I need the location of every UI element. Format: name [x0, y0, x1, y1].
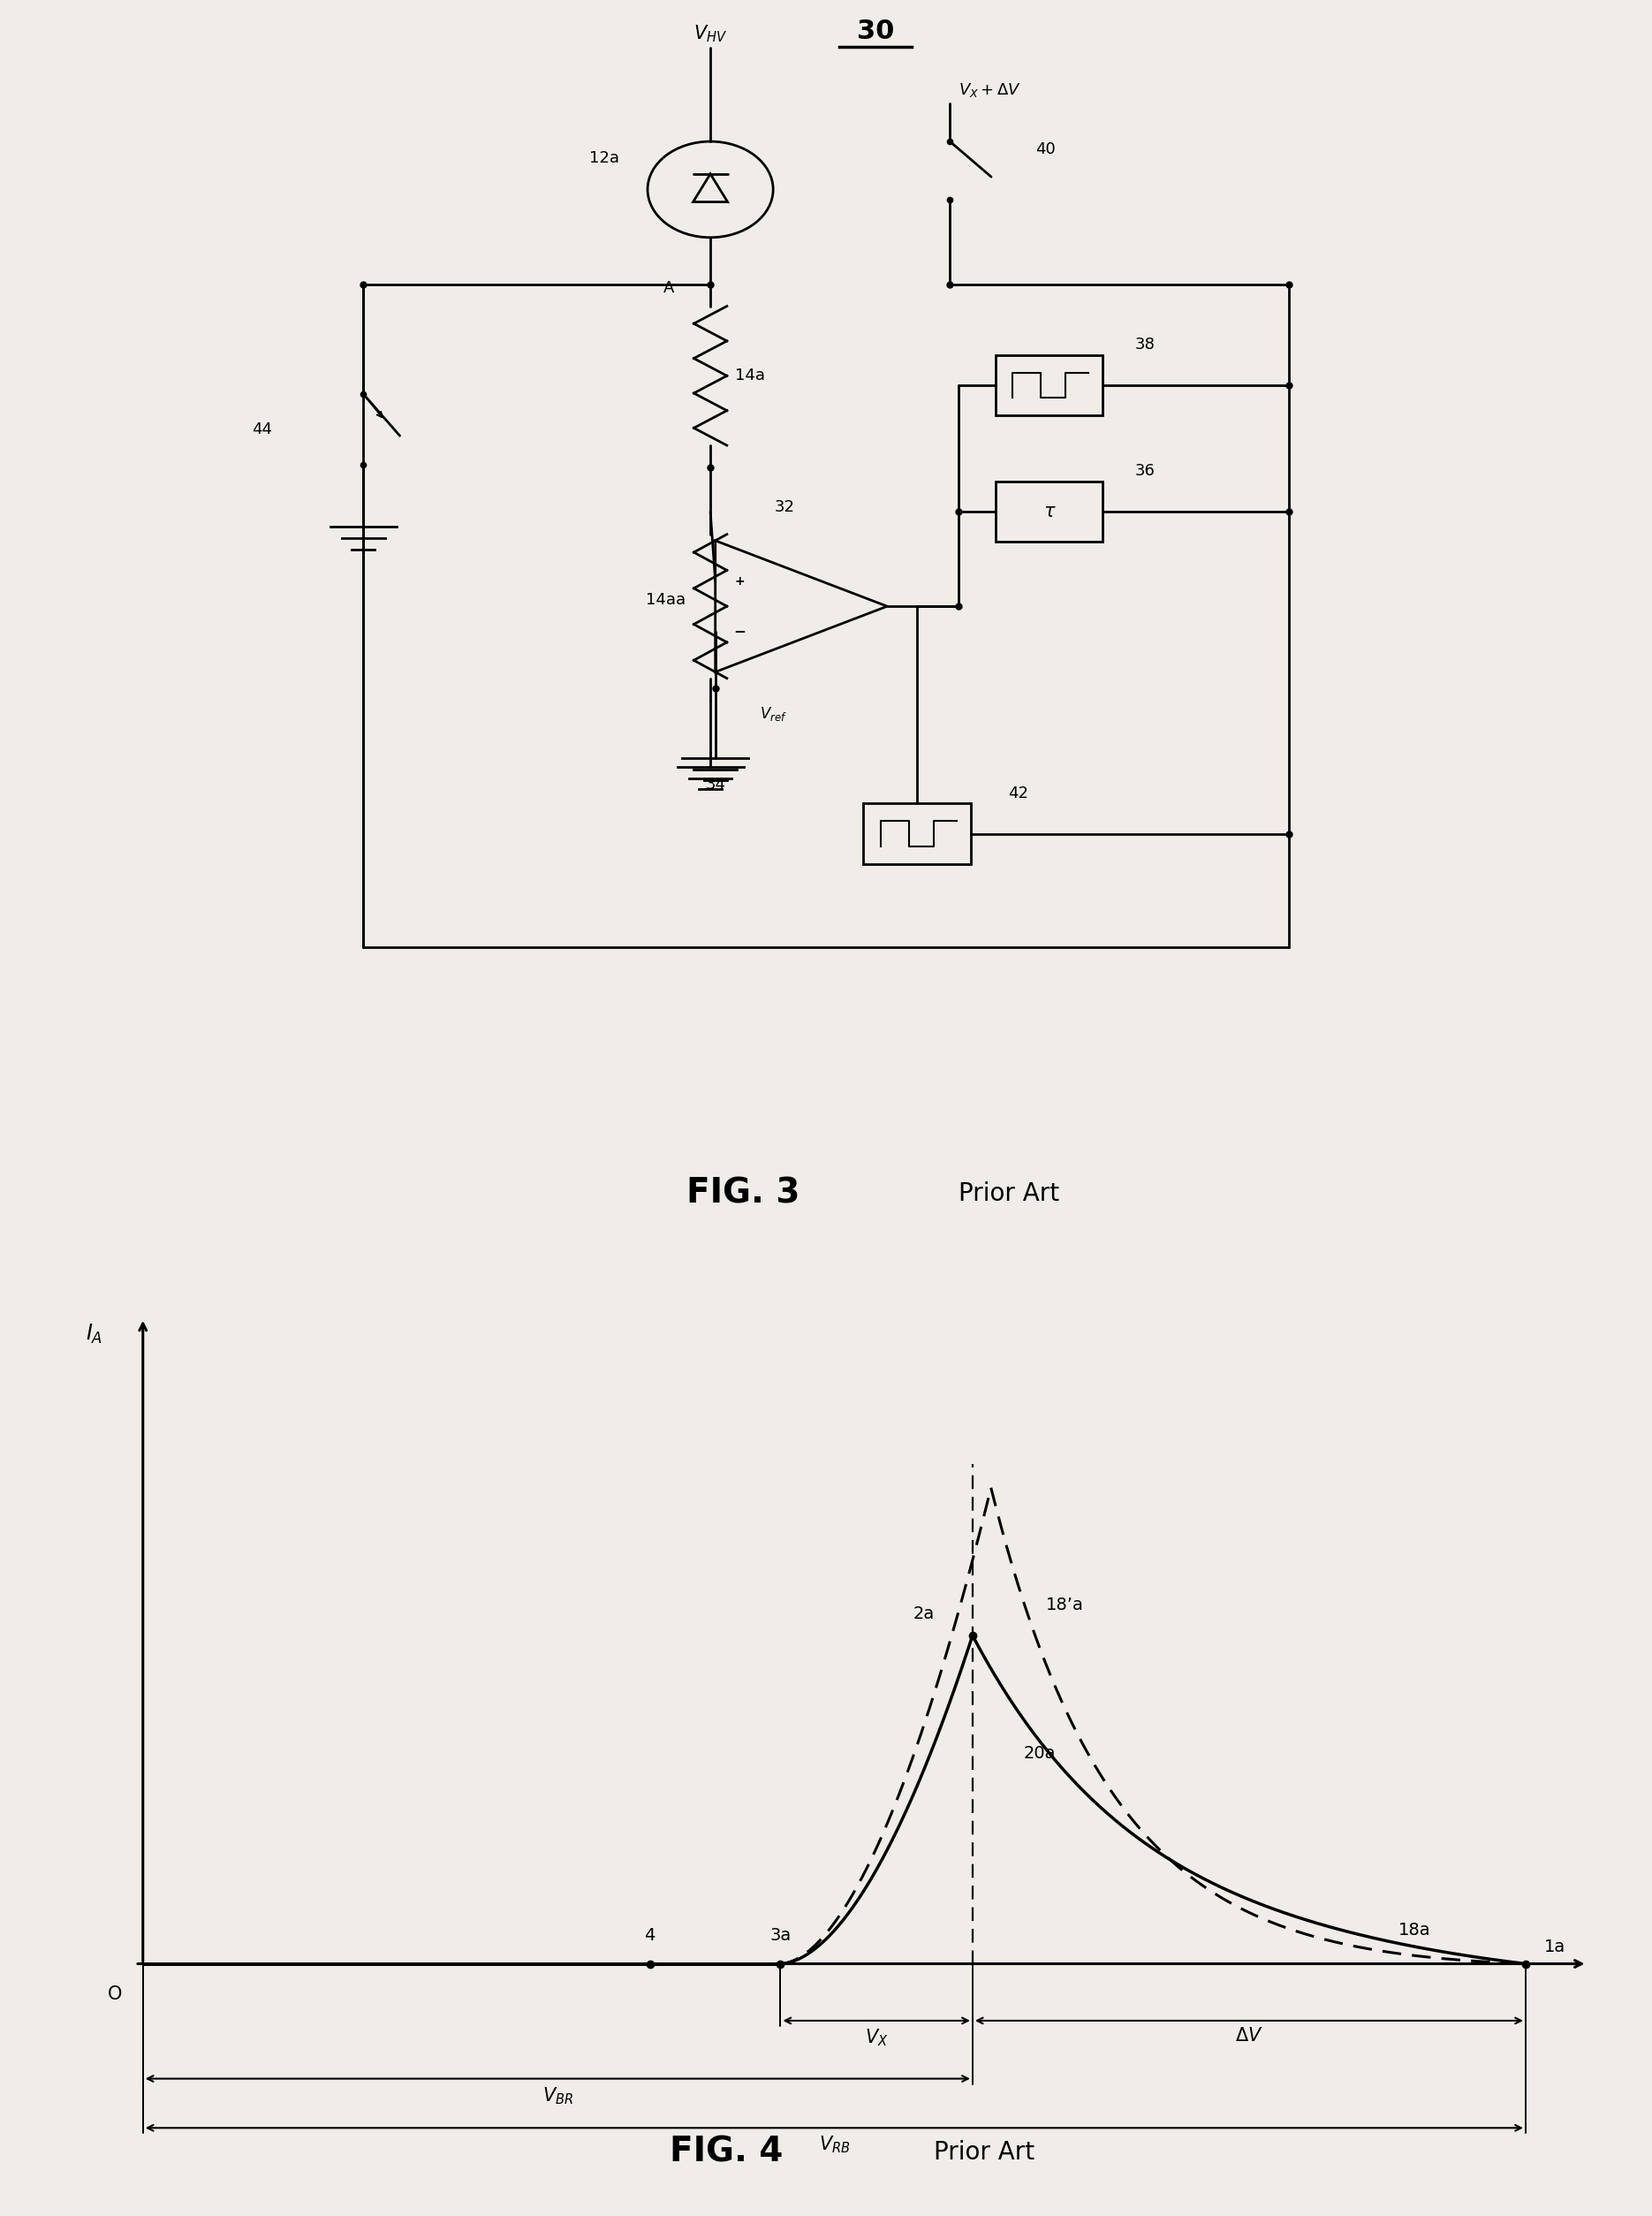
Text: 12a: 12a: [590, 151, 620, 166]
Text: $V_X$: $V_X$: [864, 2028, 889, 2048]
Text: A: A: [662, 281, 674, 297]
Bar: [995, 355, 1104, 417]
Text: $V_{BR}$: $V_{BR}$: [542, 2085, 573, 2105]
Bar: [862, 804, 971, 864]
Text: 14a: 14a: [735, 368, 765, 383]
Text: 34: 34: [705, 778, 725, 793]
Text: FIG. 3: FIG. 3: [687, 1177, 800, 1210]
Text: $\Delta V$: $\Delta V$: [1236, 2028, 1264, 2045]
Text: 40: 40: [1036, 142, 1056, 157]
Text: $V_{HV}$: $V_{HV}$: [694, 24, 727, 44]
Bar: [995, 481, 1104, 543]
Text: 4: 4: [644, 1928, 656, 1943]
Text: O: O: [107, 1986, 122, 2003]
Text: 18’a: 18’a: [1046, 1596, 1084, 1613]
Text: −: −: [733, 623, 745, 638]
Text: τ: τ: [1044, 503, 1054, 521]
Text: $V_X + \Delta V$: $V_X + \Delta V$: [958, 80, 1021, 98]
Text: 36: 36: [1135, 463, 1155, 479]
Text: 44: 44: [253, 421, 273, 437]
Text: $V_{RB}$: $V_{RB}$: [818, 2134, 851, 2156]
Text: 1a: 1a: [1545, 1939, 1566, 1957]
Text: 42: 42: [1008, 784, 1028, 802]
Text: +: +: [733, 576, 745, 587]
Text: FIG. 4: FIG. 4: [671, 2136, 783, 2169]
Text: 3a: 3a: [770, 1928, 791, 1943]
Text: 2a: 2a: [912, 1607, 933, 1622]
Text: $V_{ref}$: $V_{ref}$: [760, 705, 788, 722]
Text: Prior Art: Prior Art: [958, 1181, 1059, 1206]
Text: 38: 38: [1135, 337, 1155, 352]
Text: 32: 32: [775, 499, 795, 516]
Text: 30: 30: [857, 18, 894, 44]
Text: 14aa: 14aa: [646, 592, 686, 607]
Text: 20a: 20a: [1024, 1744, 1056, 1762]
Text: 18a: 18a: [1398, 1921, 1431, 1939]
Text: $I_A$: $I_A$: [86, 1323, 102, 1345]
Text: Prior Art: Prior Art: [933, 2141, 1034, 2165]
